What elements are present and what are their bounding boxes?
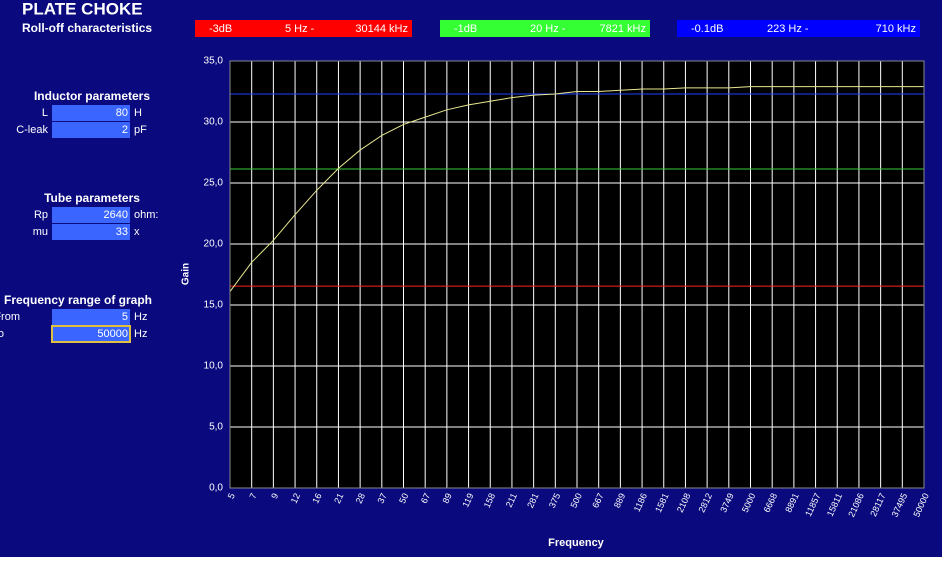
field-label: mu xyxy=(33,226,48,238)
x-tick-label: 21 xyxy=(332,492,345,505)
y-tick-label: 5,0 xyxy=(209,422,223,433)
band-label: -3dB xyxy=(209,23,232,35)
input-box[interactable] xyxy=(52,309,130,325)
band-label: -0.1dB xyxy=(691,23,723,35)
x-tick-label: 37 xyxy=(375,492,388,505)
x-tick-label: 7 xyxy=(247,492,258,501)
field-label: C-leak xyxy=(16,124,48,136)
input-box[interactable] xyxy=(52,122,130,138)
input-box[interactable] xyxy=(52,224,130,240)
band-box xyxy=(440,20,650,37)
app-title: PLATE CHOKE xyxy=(22,0,143,18)
band-high: 710 kHz xyxy=(876,23,916,35)
section-title: Tube parameters xyxy=(44,191,140,205)
field-label: To xyxy=(0,328,4,340)
field-label: L xyxy=(42,107,48,119)
field-unit: ohm: xyxy=(134,209,158,221)
y-tick-label: 10,0 xyxy=(204,361,224,372)
x-axis-title: Frequency xyxy=(548,537,605,549)
x-tick-label: 28 xyxy=(354,492,367,505)
x-tick-label: 12 xyxy=(289,492,302,505)
gain-curve xyxy=(229,86,924,292)
x-tick-label: 16 xyxy=(310,492,323,505)
field-label: From xyxy=(0,311,20,323)
band-low: 223 Hz - xyxy=(767,23,809,35)
x-tick-label: 50 xyxy=(397,492,410,505)
x-tick-label: 5 xyxy=(226,492,237,501)
input-box[interactable] xyxy=(51,325,131,343)
band-high: 30144 kHz xyxy=(355,23,408,35)
input-box[interactable] xyxy=(52,207,130,223)
band-low: 5 Hz - xyxy=(285,23,315,35)
input-value: 80 xyxy=(116,107,128,119)
field-unit: Hz xyxy=(134,311,147,323)
field-label: Rp xyxy=(34,209,48,221)
input-value: 2 xyxy=(122,124,128,136)
y-tick-label: 35,0 xyxy=(204,56,224,67)
band-label: -1dB xyxy=(454,23,477,35)
x-tick-label: 67 xyxy=(419,492,432,505)
y-tick-label: 15,0 xyxy=(204,300,224,311)
input-value: 33 xyxy=(116,226,128,238)
field-unit: H xyxy=(134,107,142,119)
y-tick-label: 0,0 xyxy=(209,483,223,494)
input-value: 5 xyxy=(122,311,128,323)
input-box[interactable] xyxy=(52,105,130,121)
section-title: Frequency range of graph xyxy=(4,293,152,307)
band-box xyxy=(195,20,412,37)
input-value: 2640 xyxy=(104,209,128,221)
band-box xyxy=(677,20,920,37)
field-unit: x xyxy=(134,226,140,238)
input-value: 50000 xyxy=(97,328,128,340)
y-tick-label: 20,0 xyxy=(204,239,224,250)
y-tick-label: 30,0 xyxy=(204,117,224,128)
x-tick-label: 9 xyxy=(269,492,280,501)
x-tick-label: 89 xyxy=(441,492,454,505)
y-axis-title: Gain xyxy=(181,263,192,285)
plot-border xyxy=(229,60,925,489)
app-subtitle: Roll-off characteristics xyxy=(22,21,152,35)
y-tick-label: 25,0 xyxy=(204,178,224,189)
field-unit: pF xyxy=(134,124,147,136)
section-title: Inductor parameters xyxy=(34,89,150,103)
field-unit: Hz xyxy=(134,328,147,340)
band-high: 7821 kHz xyxy=(600,23,646,35)
band-low: 20 Hz - xyxy=(530,23,566,35)
